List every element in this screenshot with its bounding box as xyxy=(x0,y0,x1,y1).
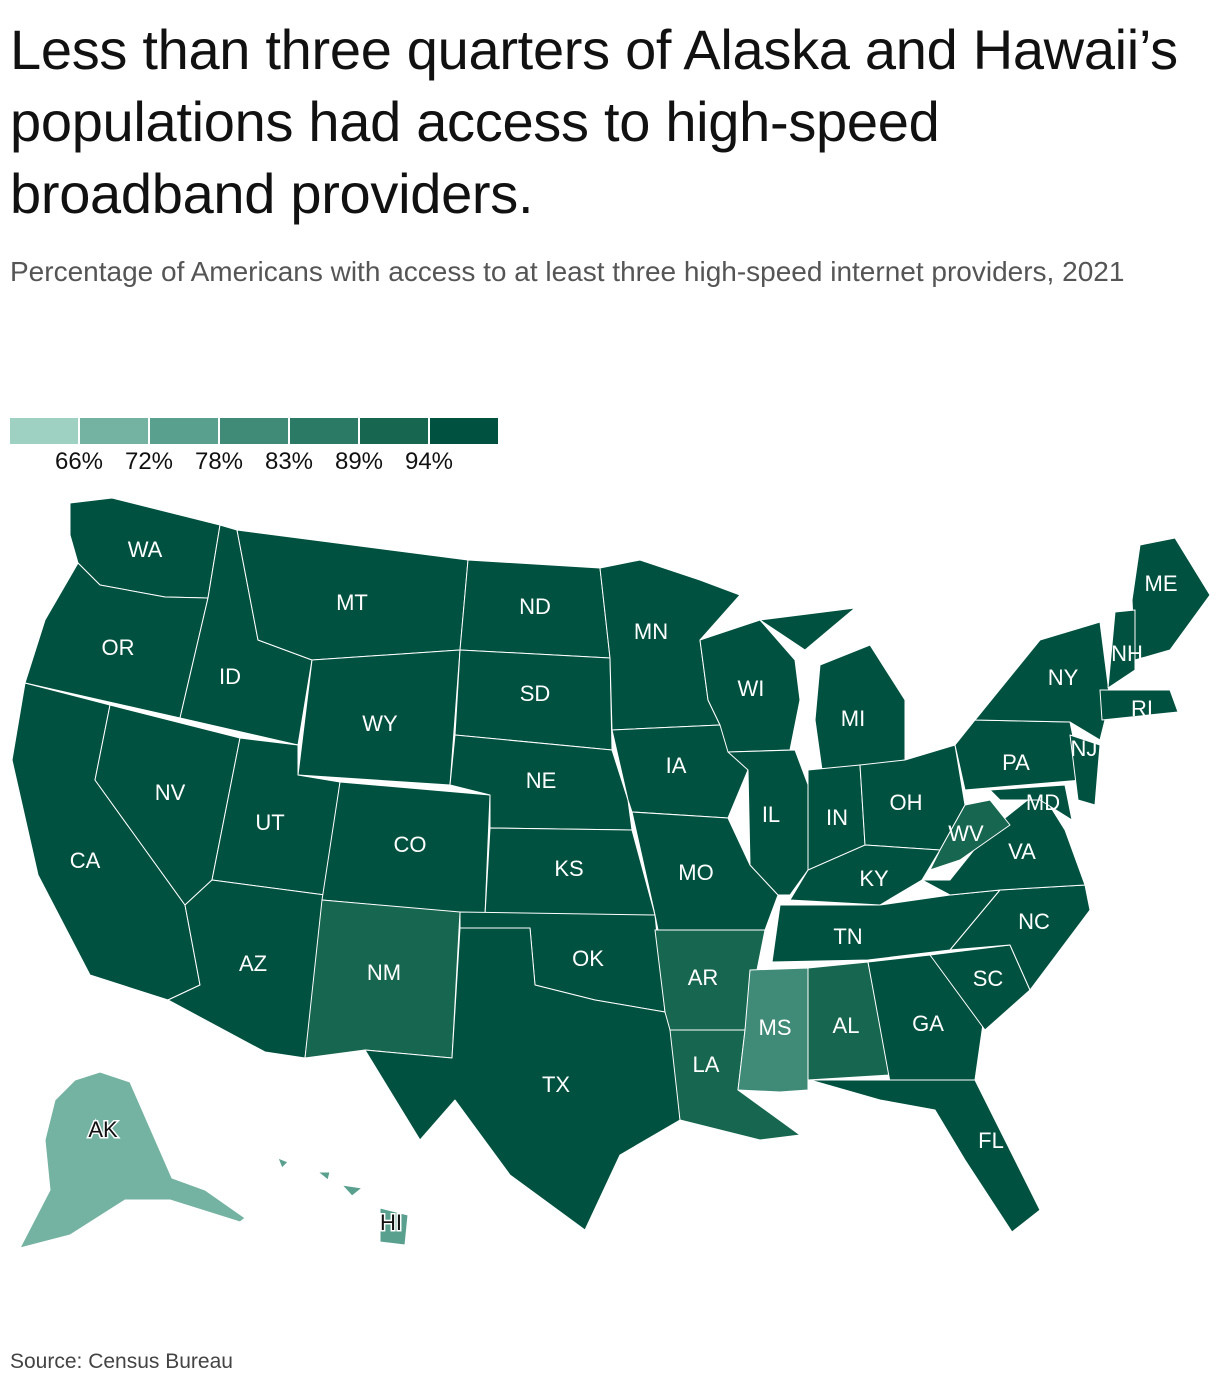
state-md xyxy=(989,784,1073,821)
state-label-ri: RI xyxy=(1131,696,1153,721)
legend-color-bar xyxy=(10,418,500,444)
source-note: Source: Census Bureau xyxy=(10,1350,233,1373)
state-label-mt: MT xyxy=(336,590,368,615)
legend-swatch-3 xyxy=(220,418,288,444)
legend-break-label: 78% xyxy=(194,448,244,475)
state-va xyxy=(921,789,1086,896)
state-label-nc: NC xyxy=(1018,909,1050,934)
state-label-nd: ND xyxy=(519,594,551,619)
state-label-oh: OH xyxy=(890,790,923,815)
state-label-pa: PA xyxy=(1002,750,1030,775)
state-label-ca: CA xyxy=(70,848,101,873)
state-label-ut: UT xyxy=(255,810,284,835)
state-label-nm: NM xyxy=(367,960,401,985)
state-ri xyxy=(1099,689,1179,721)
state-label-la: LA xyxy=(693,1052,720,1077)
state-label-co: CO xyxy=(394,832,427,857)
legend-break-label: 72% xyxy=(124,448,174,475)
state-mo xyxy=(631,811,779,931)
us-choropleth-map: WA OR CA ID NV MT WY UT AZ CO NM ND SD NE KS OK TX MN IA MO… xyxy=(11,497,1211,1249)
state-me xyxy=(1131,537,1211,661)
state-label-ia: IA xyxy=(666,753,687,778)
state-label-il: IL xyxy=(762,802,780,827)
state-label-ks: KS xyxy=(554,856,583,881)
state-label-wa: WA xyxy=(128,537,163,562)
legend-break-label: 89% xyxy=(334,448,384,475)
state-label-az: AZ xyxy=(239,951,267,976)
state-label-or: OR xyxy=(102,635,135,660)
state-label-tn: TN xyxy=(833,924,862,949)
state-label-me: ME xyxy=(1145,571,1178,596)
state-label-ak: AK xyxy=(88,1117,118,1142)
legend-break-label: 94% xyxy=(404,448,454,475)
state-label-ar: AR xyxy=(688,965,719,990)
state-nj xyxy=(1069,734,1101,806)
state-label-ok: OK xyxy=(572,946,604,971)
state-label-al: AL xyxy=(833,1013,860,1038)
state-label-sc: SC xyxy=(973,966,1004,991)
state-label-ga: GA xyxy=(912,1011,944,1036)
state-label-ms: MS xyxy=(759,1015,792,1040)
state-label-in: IN xyxy=(826,805,848,830)
legend-break-label: 66% xyxy=(54,448,104,475)
chart-title: Less than three quarters of Alaska and H… xyxy=(10,18,1178,225)
chart-subtitle: Percentage of Americans with access to a… xyxy=(10,256,1125,287)
state-label-md: MD xyxy=(1026,790,1060,815)
state-label-nj: NJ xyxy=(1071,736,1098,761)
legend-break-label: 83% xyxy=(264,448,314,475)
state-hi xyxy=(277,1157,409,1246)
legend-swatch-4 xyxy=(290,418,358,444)
state-label-mi: MI xyxy=(841,706,865,731)
state-ak xyxy=(19,1071,246,1249)
state-label-hi: HI xyxy=(380,1210,402,1235)
state-label-id: ID xyxy=(219,664,241,689)
state-label-wy: WY xyxy=(362,711,398,736)
state-label-nv: NV xyxy=(155,780,186,805)
state-label-ky: KY xyxy=(859,866,889,891)
state-wv xyxy=(929,799,1011,871)
state-nh xyxy=(1107,609,1136,689)
legend-labels: 66% 72% 78% 83% 89% 94% xyxy=(10,444,500,475)
legend-swatch-0 xyxy=(10,418,78,444)
state-label-mo: MO xyxy=(678,860,713,885)
state-label-ne: NE xyxy=(526,768,557,793)
state-label-wv: WV xyxy=(948,821,984,846)
state-label-wi: WI xyxy=(738,676,765,701)
state-label-mn: MN xyxy=(634,619,668,644)
state-label-nh: NH xyxy=(1111,641,1143,666)
state-label-sd: SD xyxy=(520,681,551,706)
state-tx xyxy=(364,927,681,1231)
legend-swatch-1 xyxy=(80,418,148,444)
legend-swatch-2 xyxy=(150,418,218,444)
legend-swatch-5 xyxy=(360,418,428,444)
state-label-ny: NY xyxy=(1048,665,1079,690)
state-label-va: VA xyxy=(1008,839,1036,864)
state-label-tx: TX xyxy=(542,1072,570,1097)
state-label-fl: FL xyxy=(978,1128,1004,1153)
state-fl xyxy=(809,1079,1041,1233)
state-il xyxy=(727,749,811,896)
color-legend: 66% 72% 78% 83% 89% 94% xyxy=(10,418,500,478)
legend-swatch-6 xyxy=(430,418,498,444)
